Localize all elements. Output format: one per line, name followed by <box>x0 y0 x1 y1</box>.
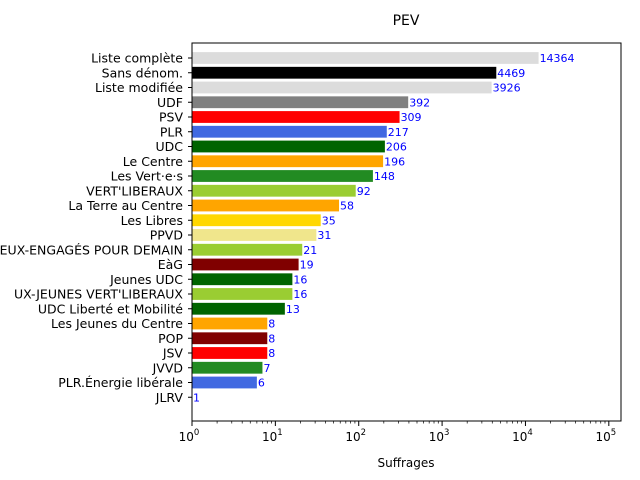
value-label: 21 <box>303 244 317 257</box>
bar <box>192 140 385 153</box>
value-label: 92 <box>357 185 371 198</box>
category-label: UDC <box>155 139 183 154</box>
category-label: EUX-ENGAGÉS POUR DEMAIN <box>0 242 183 257</box>
category-label: UX-JEUNES VERT'LIBERAUX <box>14 287 183 302</box>
category-label: VERT'LIBERAUX <box>86 183 183 198</box>
category-label: Liste complète <box>91 51 183 66</box>
bar <box>192 332 268 345</box>
bar <box>192 288 293 300</box>
value-label: 309 <box>401 111 422 124</box>
x-tick-label: 100 <box>179 428 200 444</box>
value-label: 392 <box>409 96 430 109</box>
bar <box>192 302 285 315</box>
x-axis-label: Suffrages <box>377 456 434 470</box>
category-label: PLR.Énergie libérale <box>58 375 183 390</box>
category-label: Les Jeunes du Centre <box>51 316 183 331</box>
category-label: PLR <box>160 124 184 139</box>
bar <box>192 229 317 241</box>
value-label: 16 <box>293 288 307 301</box>
bar <box>192 376 257 389</box>
bar <box>192 155 384 168</box>
bar <box>192 125 387 138</box>
bar <box>192 170 373 182</box>
bar <box>192 317 268 330</box>
x-tick-label: 102 <box>345 428 366 444</box>
category-label: POP <box>158 331 183 346</box>
bar <box>192 52 539 64</box>
bar <box>192 96 409 109</box>
value-label: 196 <box>384 155 405 168</box>
category-label: Les Libres <box>121 213 183 228</box>
value-label: 14364 <box>540 52 575 65</box>
value-label: 13 <box>286 303 300 316</box>
x-tick-label: 104 <box>512 428 533 444</box>
bar <box>192 243 303 256</box>
category-label: Liste modifiée <box>95 80 183 95</box>
category-label: Le Centre <box>123 154 184 169</box>
bar <box>192 361 263 374</box>
value-label: 8 <box>268 318 275 331</box>
x-axis-ticks: 100 101 102 103 104 105 <box>179 421 616 444</box>
category-label: UDC Liberté et Mobilité <box>38 301 183 316</box>
bar <box>192 111 400 123</box>
category-label: Jeunes UDC <box>109 272 183 287</box>
value-label: 6 <box>258 377 265 390</box>
x-tick-label: 101 <box>262 428 283 444</box>
value-label: 4469 <box>497 67 525 80</box>
value-label: 7 <box>263 362 270 375</box>
x-tick-label: 103 <box>429 428 450 444</box>
category-label: JVVD <box>152 360 183 375</box>
value-label: 148 <box>374 170 395 183</box>
value-label: 8 <box>268 332 275 345</box>
plot-area-frame <box>191 42 622 422</box>
value-label: 35 <box>322 214 336 227</box>
value-label: 1 <box>193 391 200 404</box>
bar <box>192 347 268 359</box>
value-label: 217 <box>388 126 409 139</box>
category-label: La Terre au Centre <box>68 198 183 213</box>
category-label: Sans dénom. <box>102 65 183 80</box>
value-label: 31 <box>317 229 331 242</box>
value-label: 58 <box>340 200 354 213</box>
category-label: JSV <box>162 346 184 361</box>
value-labels: 1436444693926392309217206196148925835312… <box>193 52 575 404</box>
x-tick-label: 105 <box>595 428 616 444</box>
bar <box>192 273 293 286</box>
bar <box>192 258 299 271</box>
value-label: 19 <box>300 259 314 272</box>
chart-title: PEV <box>393 13 420 29</box>
bar <box>192 184 356 197</box>
category-label: Les Vert·e·s <box>111 169 183 184</box>
bar <box>192 214 321 227</box>
category-label: JLRV <box>155 390 184 405</box>
bar <box>192 81 492 94</box>
value-label: 8 <box>268 347 275 360</box>
category-label: PSV <box>159 110 183 125</box>
bar <box>192 199 340 212</box>
bars-layer <box>192 52 539 389</box>
category-label: PPVD <box>150 228 183 243</box>
category-label: UDF <box>157 95 183 110</box>
bar <box>192 66 497 79</box>
value-label: 3926 <box>493 82 521 95</box>
value-label: 206 <box>386 141 407 154</box>
value-label: 16 <box>293 273 307 286</box>
category-label: EàG <box>158 257 183 272</box>
